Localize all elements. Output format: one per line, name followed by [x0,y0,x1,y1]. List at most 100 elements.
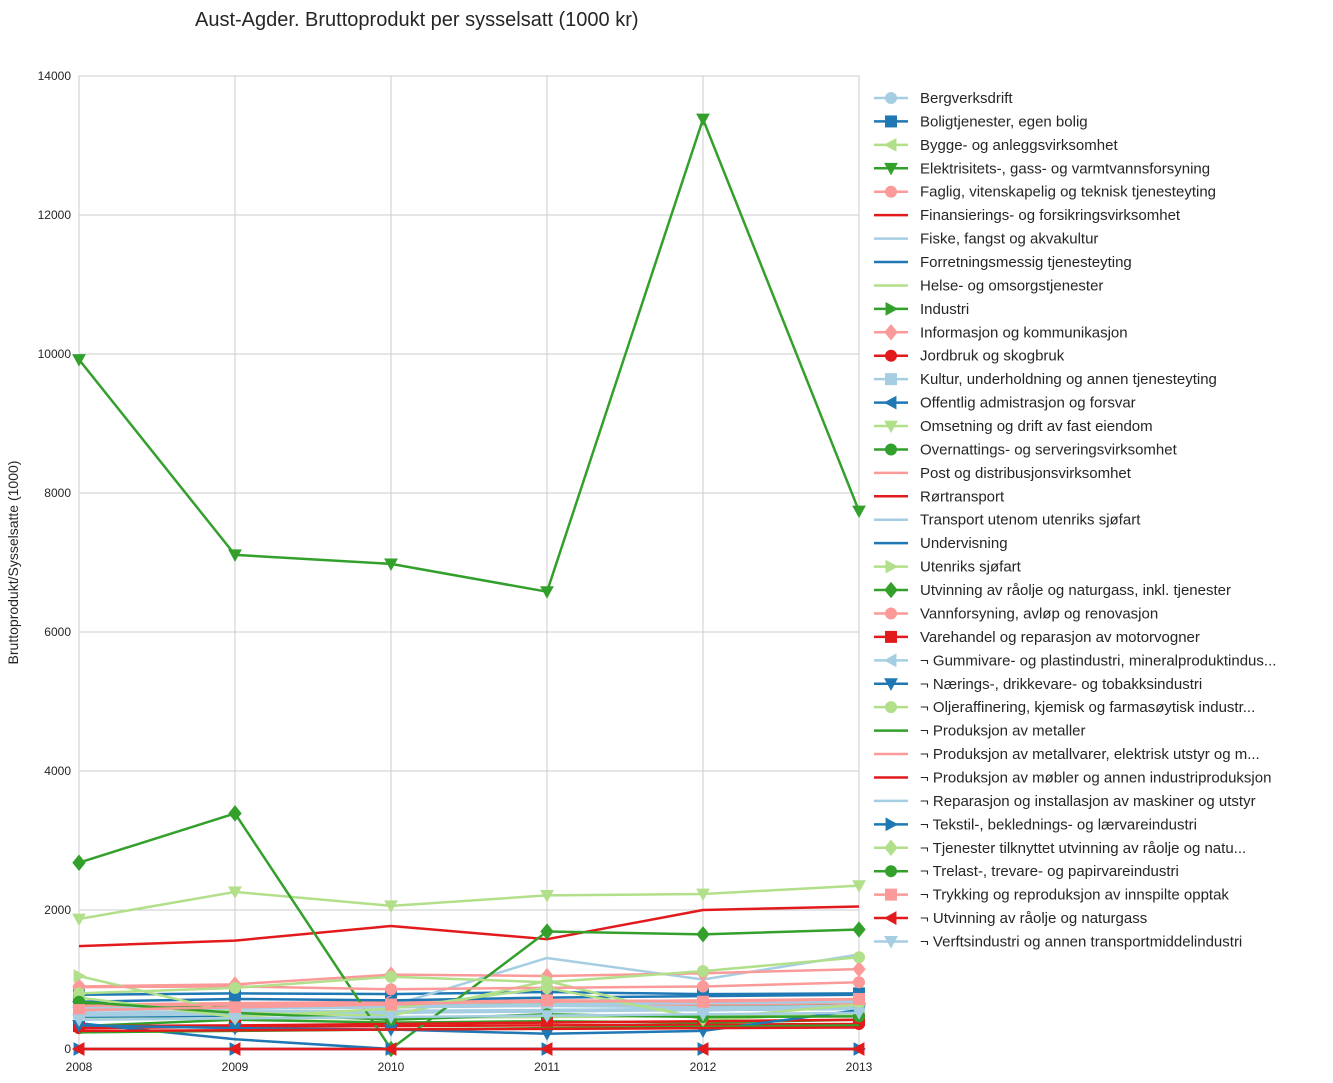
data-point [229,981,241,994]
legend-item: ¬ Produksjon av metallvarer, elektrisk u… [874,746,1260,763]
data-point [384,1011,398,1025]
data-point [852,880,866,893]
legend-label: ¬ Nærings-, drikkevare- og tobakksindust… [920,676,1202,693]
data-point [540,1010,554,1023]
legend-item: Rørtransport [874,488,1005,505]
legend-label: Omsetning og drift av fast eiendom [920,418,1153,435]
legend-item: Omsetning og drift av fast eiendom [874,418,1153,435]
data-point [852,1007,866,1020]
data-point [853,976,865,989]
legend-item: Kultur, underholdning og annen tjenestey… [874,371,1217,388]
legend-label: Varehandel og reparasjon av motorvogner [920,629,1200,646]
data-point [228,1012,242,1026]
data-point [853,992,865,1005]
legend-item: Forretningsmessig tjenesteyting [874,254,1132,271]
legend-label: ¬ Trykking og reproduksjon av innspilte … [920,887,1229,904]
x-tick-label: 2009 [222,1060,249,1074]
legend-item: Bergverksdrift [874,90,1013,107]
legend-label: Faglig, vitenskapelig og teknisk tjenest… [920,184,1216,201]
legend-label: Post og distribusjonsvirksomhet [920,465,1132,482]
legend-item: Transport utenom utenriks sjøfart [874,512,1141,529]
data-point [697,995,709,1008]
data-point [384,558,398,571]
x-tick-label: 2012 [690,1060,717,1074]
data-point [385,983,397,996]
legend-item: Post og distribusjonsvirksomhet [874,465,1132,482]
legend-label: Bergverksdrift [920,90,1013,107]
legend-label: ¬ Trelast-, trevare- og papirvareindustr… [920,863,1179,880]
data-point [228,549,242,562]
legend-item: Vannforsyning, avløp og renovasjon [874,605,1158,622]
legend-marker [883,395,897,410]
legend-item: Jordbruk og skogbruk [874,348,1065,365]
legend-marker [885,559,899,574]
legend-marker [885,349,897,362]
data-point [697,965,709,978]
legend-label: Forretningsmessig tjenesteyting [920,254,1132,271]
series-utvinning-av-råolje-og-naturgass [71,1042,865,1056]
legend-marker [885,701,897,714]
legend-marker [885,630,897,643]
data-point [852,921,866,938]
legend-marker [884,162,898,176]
x-tick-label: 2010 [378,1060,405,1074]
series-line [78,884,860,921]
legend-label: Kultur, underholdning og annen tjenestey… [920,371,1217,388]
legend-item: Industri [874,301,969,318]
series-finansierings-og-forsikringsvirksomhet [78,905,860,948]
legend-item: ¬ Utvinning av råolje og naturgass [874,910,1147,927]
legend-item: ¬ Tjenester tilknyttet utvinning av råol… [874,839,1246,857]
legend-label: ¬ Produksjon av metaller [920,723,1086,740]
legend-label: Finansierings- og forsikringsvirksomhet [920,207,1181,224]
series-line [78,997,860,1012]
data-point [228,886,242,900]
legend-label: ¬ Tekstil-, beklednings- og lærvareindus… [920,816,1197,833]
legend-item: ¬ Verftsindustri og annen transportmidde… [874,933,1242,950]
legend-label: ¬ Utvinning av råolje og naturgass [920,910,1147,927]
series-line [78,117,861,593]
data-point [229,1001,241,1014]
data-point [851,1042,865,1056]
series-line [78,967,860,988]
data-point [696,1008,710,1022]
legend-item: ¬ Reparasjon og installasjon av maskiner… [874,793,1256,810]
legend-item: ¬ Produksjon av metaller [874,723,1086,740]
legend-label: ¬ Verftsindustri og annen transportmidde… [920,933,1242,950]
y-tick-label: 10000 [38,347,72,361]
data-point [72,854,86,871]
legend-marker [885,607,897,620]
series-line [78,990,860,997]
legend-marker [885,443,897,456]
data-point [695,1042,709,1056]
legend-marker [883,911,897,925]
data-point [73,1004,85,1017]
legend-label: Offentlig admistrasjon og forsvar [920,395,1136,412]
legend-marker [885,817,899,832]
legend-item: ¬ Tekstil-, beklednings- og lærvareindus… [874,816,1197,833]
legend-label: ¬ Oljeraffinering, kjemisk og farmasøyti… [920,699,1255,716]
series-line [78,1011,860,1022]
legend-label: Vannforsyning, avløp og renovasjon [920,605,1158,622]
series-produksjon-av-møbler-og-annen-industriproduksjon [78,1026,860,1033]
legend-item: ¬ Oljeraffinering, kjemisk og farmasøyti… [874,699,1255,716]
data-point [540,923,554,940]
data-point [71,1042,85,1056]
legend-label: ¬ Tjenester tilknyttet utvinning av råol… [920,840,1246,857]
series-line [78,1026,860,1033]
legend-label: ¬ Produksjon av metallvarer, elektrisk u… [920,746,1260,763]
legend-item: ¬ Nærings-, drikkevare- og tobakksindust… [874,676,1202,693]
legend-marker [885,373,897,386]
data-point [696,926,710,943]
legend-marker [883,137,897,152]
y-tick-label: 0 [64,1042,71,1056]
legend-marker [884,324,898,341]
y-tick-label: 6000 [44,625,71,639]
data-point [384,900,398,913]
legend-label: Helse- og omsorgstjenester [920,277,1103,294]
series-line [78,981,860,991]
legend-item: ¬ Trykking og reproduksjon av innspilte … [874,887,1229,904]
legend-label: Fiske, fangst og akvakultur [920,231,1098,248]
y-tick-label: 4000 [44,764,71,778]
data-point [540,889,554,903]
data-point [385,970,397,983]
